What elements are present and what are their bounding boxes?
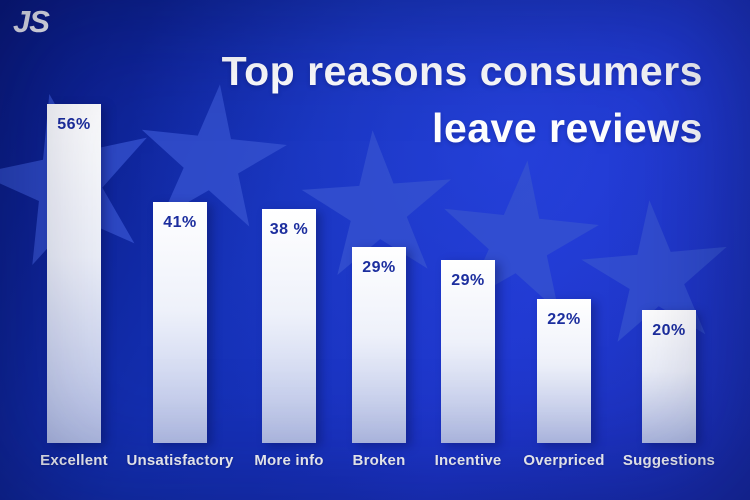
bar-incentive: 29% bbox=[441, 260, 495, 443]
bar-excellent: 56% bbox=[47, 104, 101, 443]
bar-unsatisfactory: 41% bbox=[153, 202, 207, 443]
bar-overpriced: 22% bbox=[537, 299, 591, 443]
chart-title-line1: Top reasons consumers bbox=[221, 48, 703, 94]
bar-value-label: 20% bbox=[652, 322, 686, 339]
bar-suggestions: 20% bbox=[642, 310, 696, 443]
chart-title: Top reasons consumers leave reviews bbox=[222, 43, 703, 157]
chart-title-line2: leave reviews bbox=[432, 105, 703, 151]
bar-more-info: 38 % bbox=[262, 209, 316, 443]
bar-value-label: 22% bbox=[547, 311, 581, 328]
bar-value-label: 29% bbox=[451, 272, 485, 289]
bar-category-label-suggestions: Suggestions bbox=[622, 452, 716, 469]
bar-broken: 29% bbox=[352, 247, 406, 443]
brand-logo: JS bbox=[13, 4, 50, 39]
bar-value-label: 29% bbox=[362, 259, 396, 276]
bar-value-label: 56% bbox=[57, 116, 91, 133]
bar-value-label: 38 % bbox=[269, 221, 309, 238]
bar-value-label: 41% bbox=[163, 214, 197, 231]
